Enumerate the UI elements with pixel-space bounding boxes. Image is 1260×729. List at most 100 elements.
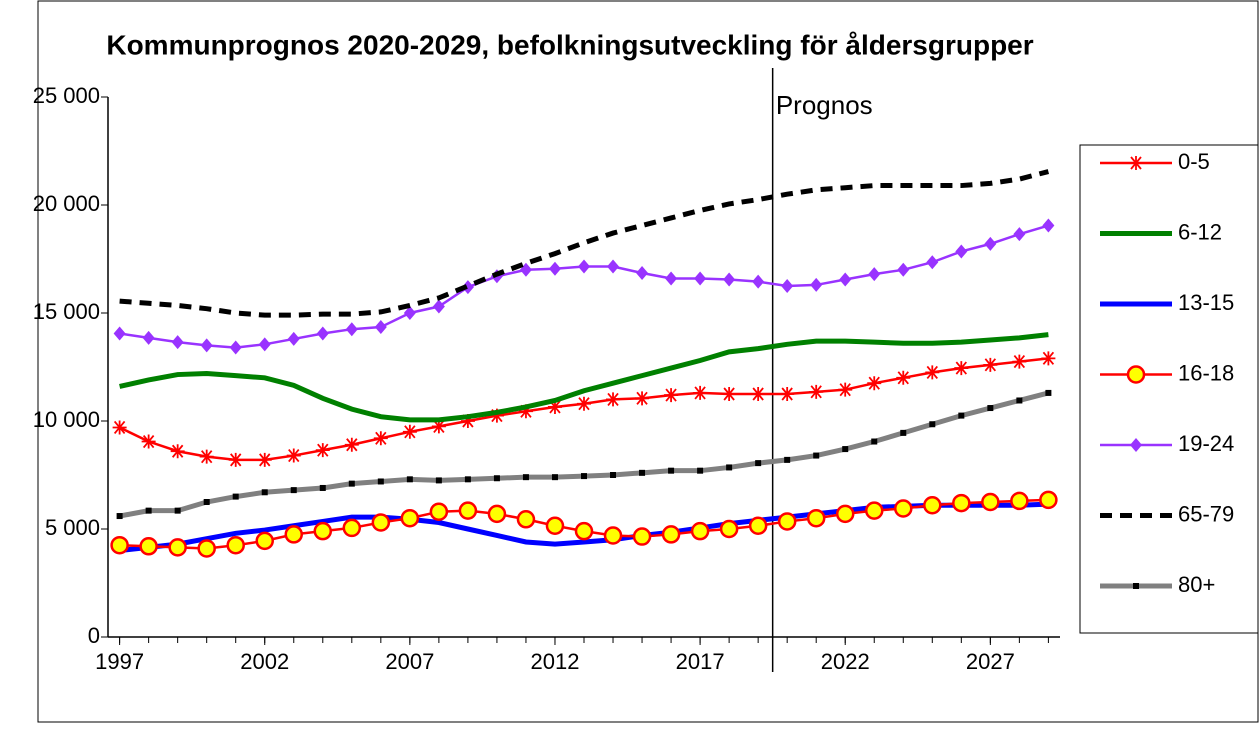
point — [547, 399, 562, 414]
point — [431, 419, 446, 434]
y-tick-label: 15 000 — [33, 299, 100, 324]
point — [345, 322, 358, 337]
legend-label: 16-18 — [1178, 360, 1234, 385]
point — [838, 382, 853, 397]
point — [435, 477, 442, 484]
point — [748, 516, 768, 536]
point — [632, 527, 652, 546]
point — [171, 335, 184, 350]
point — [665, 271, 678, 286]
y-tick-label: 20 000 — [33, 191, 100, 216]
point — [574, 521, 594, 541]
point — [371, 513, 391, 532]
point — [726, 464, 733, 471]
point — [110, 535, 129, 555]
point — [1039, 490, 1058, 510]
point — [752, 274, 765, 289]
point — [258, 337, 271, 352]
point — [229, 340, 242, 355]
point — [894, 499, 913, 518]
point — [664, 388, 679, 403]
point — [403, 306, 416, 320]
legend-marker — [1126, 365, 1146, 384]
point — [313, 521, 333, 541]
point — [987, 405, 994, 412]
point — [784, 456, 791, 463]
y-tick-label: 5 000 — [45, 515, 100, 540]
point — [581, 473, 587, 480]
point — [464, 476, 471, 483]
legend-label: 6-12 — [1178, 219, 1222, 244]
point — [255, 531, 274, 551]
point — [228, 452, 243, 467]
point — [809, 384, 824, 399]
point — [810, 277, 823, 292]
point — [900, 429, 907, 436]
point — [1016, 397, 1023, 404]
point — [864, 501, 884, 520]
point — [402, 424, 417, 439]
point — [981, 492, 1000, 512]
point — [603, 526, 623, 545]
point — [290, 487, 297, 494]
legend-marker — [1129, 156, 1143, 170]
point — [170, 444, 185, 459]
point — [610, 472, 617, 478]
point — [577, 396, 591, 411]
point — [983, 357, 998, 372]
y-tick-label: 0 — [88, 623, 100, 648]
point — [1013, 227, 1026, 242]
point — [284, 525, 304, 544]
x-tick-label: 2027 — [966, 649, 1015, 674]
point — [551, 474, 558, 481]
point — [342, 518, 362, 538]
point — [719, 519, 739, 539]
point — [458, 501, 478, 520]
chart-title: Kommunprognos 2020-2029, befolkningsutve… — [106, 29, 1033, 60]
point — [578, 259, 590, 274]
point — [116, 513, 123, 520]
point — [174, 507, 181, 514]
point — [1045, 389, 1052, 396]
point — [516, 510, 536, 529]
point — [813, 452, 820, 459]
point — [400, 508, 420, 528]
point — [493, 475, 500, 482]
point — [197, 539, 216, 558]
point — [522, 474, 529, 481]
point — [722, 387, 737, 401]
series-line — [119, 332, 1049, 423]
point — [697, 467, 704, 474]
point — [842, 446, 849, 453]
point — [1012, 354, 1027, 369]
legend-marker — [1133, 583, 1139, 589]
annotation-label: Prognos — [776, 90, 873, 120]
legend-label: 13-15 — [1178, 290, 1234, 315]
x-tick-label: 1997 — [95, 649, 144, 674]
point — [661, 525, 681, 544]
point — [232, 493, 239, 500]
point — [319, 484, 326, 491]
legend-label: 80+ — [1178, 572, 1215, 597]
x-tick-label: 2002 — [240, 649, 289, 674]
point — [461, 280, 474, 295]
point — [261, 489, 268, 496]
point — [955, 244, 968, 259]
point — [315, 443, 330, 458]
point — [926, 255, 939, 270]
point — [693, 385, 708, 400]
point — [286, 448, 301, 463]
point — [287, 331, 300, 346]
series-line — [119, 501, 1049, 554]
x-tick-label: 2022 — [821, 649, 870, 674]
point — [923, 495, 942, 515]
point — [639, 469, 646, 476]
point — [668, 467, 675, 474]
point — [606, 392, 621, 407]
point — [257, 452, 272, 467]
point — [112, 420, 127, 435]
point — [487, 504, 507, 524]
point — [432, 299, 445, 314]
point — [145, 507, 152, 514]
point — [226, 535, 245, 555]
